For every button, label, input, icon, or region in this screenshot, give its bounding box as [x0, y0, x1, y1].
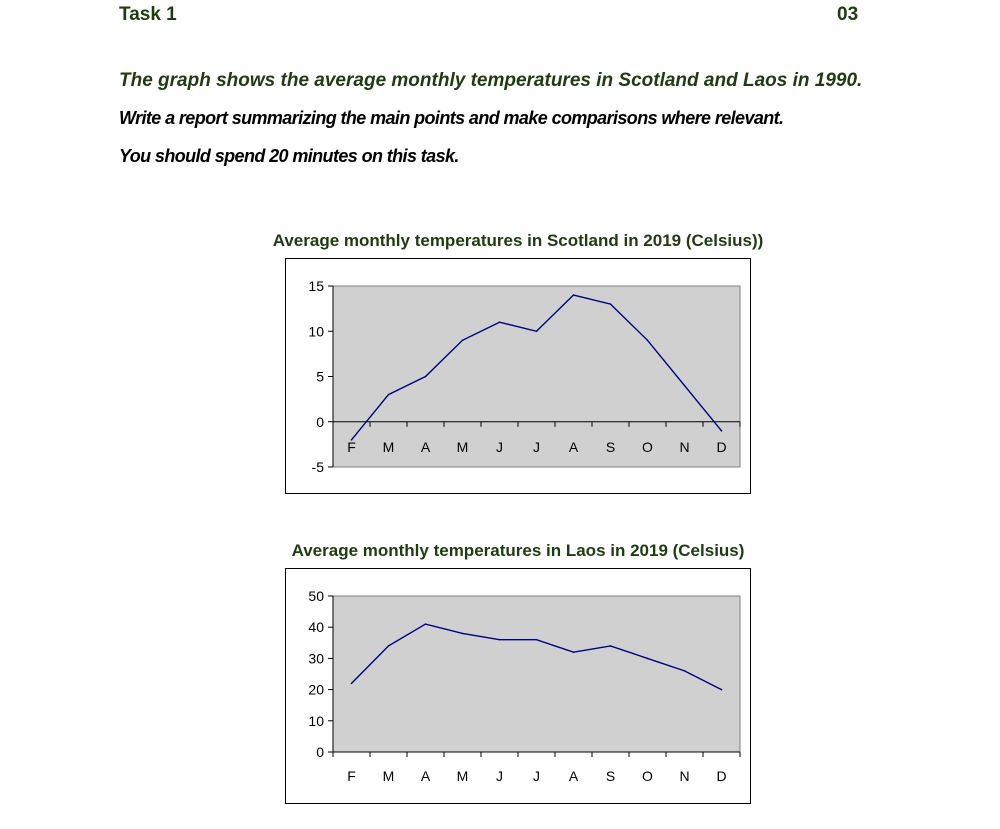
scotland-chart-svg: -5 0 5 10 15 F M A M J J A S O N D	[308, 278, 741, 475]
data-point	[387, 393, 390, 396]
x-tick-label-j: J	[496, 768, 503, 784]
data-point	[720, 688, 723, 691]
x-tick-label-n: N	[679, 768, 689, 784]
laos-chart-svg: 0 10 20 30 40 50 F M A M J J A S O N D	[308, 588, 741, 784]
x-tick-label-a: A	[421, 439, 431, 455]
laos-chart: 0 10 20 30 40 50 F M A M J J A S O N D	[285, 568, 751, 804]
data-point	[350, 439, 353, 441]
prompt-time-limit: You should spend 20 minutes on this task…	[119, 146, 459, 166]
data-point	[609, 303, 612, 305]
y-tick-label: 0	[316, 744, 324, 760]
data-point	[424, 375, 427, 378]
x-tick-label-m: M	[457, 439, 469, 455]
x-tick-label-m: M	[383, 768, 395, 784]
x-tick-label-s: S	[606, 439, 615, 455]
data-point	[572, 651, 575, 653]
data-point	[646, 657, 649, 660]
plot-area	[332, 285, 741, 468]
scotland-chart-title: Average monthly temperatures in Scotland…	[272, 231, 764, 250]
plot-area	[332, 595, 741, 753]
x-tick-label-j: J	[533, 768, 540, 784]
x-tick-label-a: A	[569, 768, 579, 784]
x-tick-label-d: D	[716, 439, 726, 455]
y-tick-label: 10	[308, 713, 324, 729]
data-point	[683, 384, 686, 387]
y-tick-label: 40	[308, 619, 324, 635]
task-number: 03	[837, 4, 859, 25]
data-point	[387, 645, 390, 647]
x-tick-label-a: A	[421, 768, 431, 784]
y-tick-label: 30	[308, 650, 324, 666]
x-tick-label-o: O	[642, 439, 653, 455]
data-point	[720, 430, 723, 432]
y-tick-label: 50	[308, 588, 324, 604]
x-tick-label-m: M	[383, 439, 395, 455]
y-tick-label: 10	[308, 323, 324, 339]
x-tick-label-f: F	[347, 439, 356, 455]
data-point	[535, 638, 538, 641]
data-point	[498, 638, 501, 641]
x-tick-label-o: O	[642, 768, 653, 784]
data-point	[461, 632, 464, 635]
data-point	[646, 339, 649, 342]
x-tick-label-s: S	[606, 768, 615, 784]
x-tick-label-f: F	[347, 768, 356, 784]
prompt-description: The graph shows the average monthly temp…	[119, 70, 863, 91]
prompt-instruction: Write a report summarizing the main poin…	[119, 108, 784, 128]
data-point	[535, 330, 538, 333]
y-tick-label: 0	[316, 414, 324, 430]
x-tick-label-m: M	[457, 768, 469, 784]
data-point	[609, 645, 612, 647]
data-point	[424, 623, 427, 625]
laos-chart-title: Average monthly temperatures in Laos in …	[291, 541, 745, 560]
x-tick-label-n: N	[679, 439, 689, 455]
scotland-chart: -5 0 5 10 15 F M A M J J A S O N D	[285, 258, 751, 494]
y-tick-label: 20	[308, 682, 324, 698]
data-point	[350, 682, 353, 685]
y-tick-label: -5	[312, 459, 325, 475]
data-point	[461, 339, 464, 342]
x-tick-label-j: J	[533, 439, 540, 455]
data-point	[498, 321, 501, 323]
y-tick-label: 15	[308, 278, 324, 294]
x-tick-label-a: A	[569, 439, 579, 455]
y-tick-label: 5	[316, 369, 324, 385]
data-point	[683, 670, 686, 672]
x-tick-label-d: D	[716, 768, 726, 784]
task-label: Task 1	[119, 4, 177, 25]
data-point	[572, 294, 575, 296]
x-tick-label-j: J	[496, 439, 503, 455]
